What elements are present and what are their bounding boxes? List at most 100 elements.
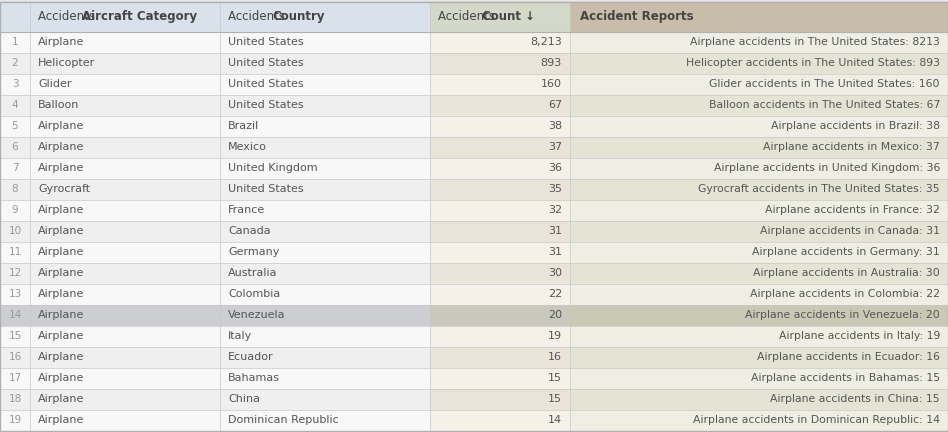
Text: Italy: Italy bbox=[228, 331, 252, 341]
Text: 14: 14 bbox=[9, 310, 22, 320]
Text: Ecuador: Ecuador bbox=[228, 352, 274, 362]
Text: 15: 15 bbox=[548, 373, 562, 383]
Text: Airplane accidents in Brazil: 38: Airplane accidents in Brazil: 38 bbox=[771, 121, 940, 131]
Text: Venezuela: Venezuela bbox=[228, 310, 285, 320]
Text: Airplane accidents in Germany: 31: Airplane accidents in Germany: 31 bbox=[753, 247, 940, 257]
Bar bbox=[30, 32, 220, 53]
Text: 13: 13 bbox=[9, 289, 22, 299]
Text: 7: 7 bbox=[11, 163, 18, 173]
Bar bbox=[220, 115, 430, 137]
Bar bbox=[30, 178, 220, 200]
Bar bbox=[30, 368, 220, 388]
Text: Airplane accidents in France: 32: Airplane accidents in France: 32 bbox=[765, 205, 940, 215]
Text: 3: 3 bbox=[11, 79, 18, 89]
Text: France: France bbox=[228, 205, 265, 215]
Bar bbox=[220, 95, 430, 115]
Text: Gyrocraft accidents in The United States: 35: Gyrocraft accidents in The United States… bbox=[699, 184, 940, 194]
Bar bbox=[430, 325, 570, 346]
Text: Airplane accidents in The United States: 8213: Airplane accidents in The United States:… bbox=[690, 37, 940, 47]
Text: Airplane: Airplane bbox=[38, 331, 84, 341]
Text: Accidents: Accidents bbox=[438, 10, 499, 23]
Bar bbox=[430, 115, 570, 137]
Bar bbox=[0, 388, 30, 410]
Text: 4: 4 bbox=[11, 100, 18, 110]
Text: 67: 67 bbox=[548, 100, 562, 110]
Bar bbox=[570, 241, 948, 263]
Text: 18: 18 bbox=[9, 394, 22, 404]
Bar bbox=[30, 388, 220, 410]
Text: Airplane: Airplane bbox=[38, 226, 84, 236]
Text: 19: 19 bbox=[548, 331, 562, 341]
Bar bbox=[570, 283, 948, 305]
Bar bbox=[430, 263, 570, 283]
Bar bbox=[570, 305, 948, 325]
Text: 9: 9 bbox=[11, 205, 18, 215]
Bar bbox=[220, 137, 430, 158]
Bar bbox=[30, 95, 220, 115]
Bar bbox=[0, 325, 30, 346]
Text: Airplane: Airplane bbox=[38, 121, 84, 131]
Bar bbox=[430, 388, 570, 410]
Bar bbox=[430, 158, 570, 178]
Bar bbox=[0, 283, 30, 305]
Text: Mexico: Mexico bbox=[228, 142, 267, 152]
Text: Glider accidents in The United States: 160: Glider accidents in The United States: 1… bbox=[709, 79, 940, 89]
Bar bbox=[30, 115, 220, 137]
Bar bbox=[220, 325, 430, 346]
Text: 1: 1 bbox=[11, 37, 18, 47]
Bar bbox=[570, 200, 948, 220]
Bar bbox=[570, 1, 948, 32]
Text: United States: United States bbox=[228, 100, 303, 110]
Text: 160: 160 bbox=[541, 79, 562, 89]
Text: 11: 11 bbox=[9, 247, 22, 257]
Bar bbox=[220, 158, 430, 178]
Text: 20: 20 bbox=[548, 310, 562, 320]
Text: 16: 16 bbox=[9, 352, 22, 362]
Bar bbox=[220, 53, 430, 73]
Bar bbox=[430, 200, 570, 220]
Bar bbox=[220, 220, 430, 241]
Bar bbox=[220, 178, 430, 200]
Bar bbox=[570, 178, 948, 200]
Bar bbox=[220, 1, 430, 32]
Bar bbox=[30, 137, 220, 158]
Bar bbox=[220, 32, 430, 53]
Bar bbox=[0, 305, 30, 325]
Bar bbox=[0, 73, 30, 95]
Text: Canada: Canada bbox=[228, 226, 270, 236]
Text: Airplane accidents in Bahamas: 15: Airplane accidents in Bahamas: 15 bbox=[751, 373, 940, 383]
Bar bbox=[0, 220, 30, 241]
Text: Accident Reports: Accident Reports bbox=[580, 10, 694, 23]
Bar bbox=[0, 32, 30, 53]
Text: Airplane accidents in Canada: 31: Airplane accidents in Canada: 31 bbox=[760, 226, 940, 236]
Text: Airplane accidents in Australia: 30: Airplane accidents in Australia: 30 bbox=[754, 268, 940, 278]
Bar bbox=[0, 200, 30, 220]
Bar bbox=[430, 95, 570, 115]
Bar bbox=[0, 95, 30, 115]
Text: Airplane: Airplane bbox=[38, 247, 84, 257]
Text: Airplane accidents in Italy: 19: Airplane accidents in Italy: 19 bbox=[778, 331, 940, 341]
Text: 15: 15 bbox=[9, 331, 22, 341]
Bar bbox=[220, 263, 430, 283]
Text: Gyrocraft: Gyrocraft bbox=[38, 184, 90, 194]
Bar bbox=[570, 53, 948, 73]
Text: Airplane accidents in United Kingdom: 36: Airplane accidents in United Kingdom: 36 bbox=[714, 163, 940, 173]
Bar bbox=[430, 305, 570, 325]
Text: Aircraft Category: Aircraft Category bbox=[82, 10, 197, 23]
Bar bbox=[570, 73, 948, 95]
Text: Airplane accidents in Dominican Republic: 14: Airplane accidents in Dominican Republic… bbox=[693, 415, 940, 425]
Bar bbox=[220, 200, 430, 220]
Bar bbox=[30, 1, 220, 32]
Text: 22: 22 bbox=[548, 289, 562, 299]
Text: Dominican Republic: Dominican Republic bbox=[228, 415, 338, 425]
Text: 31: 31 bbox=[548, 226, 562, 236]
Text: Helicopter: Helicopter bbox=[38, 58, 95, 68]
Text: Helicopter accidents in The United States: 893: Helicopter accidents in The United State… bbox=[686, 58, 940, 68]
Text: 31: 31 bbox=[548, 247, 562, 257]
Bar bbox=[0, 368, 30, 388]
Text: Airplane: Airplane bbox=[38, 163, 84, 173]
Text: United Kingdom: United Kingdom bbox=[228, 163, 318, 173]
Bar bbox=[570, 368, 948, 388]
Bar bbox=[220, 410, 430, 431]
Bar bbox=[30, 241, 220, 263]
